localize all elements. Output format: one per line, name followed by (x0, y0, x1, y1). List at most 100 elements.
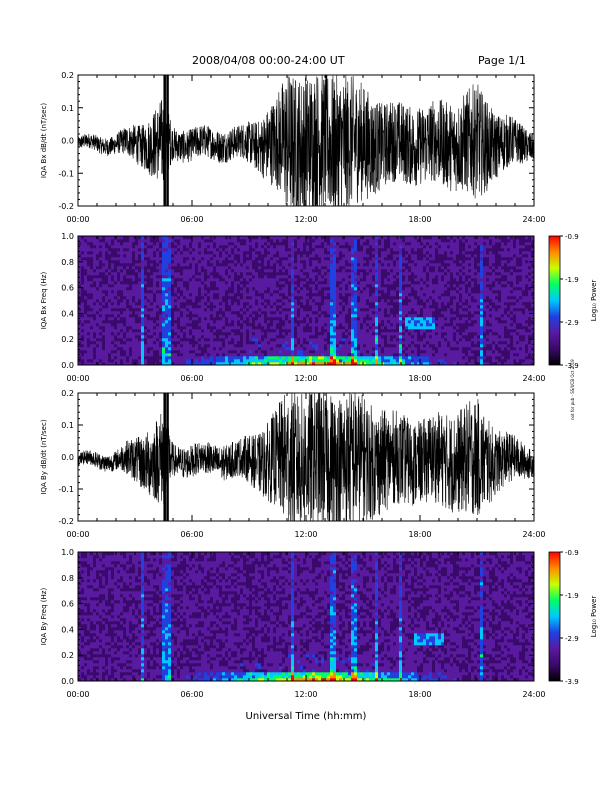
heatmap-cell (360, 257, 364, 261)
heatmap-cell (141, 257, 145, 261)
heatmap-cell (234, 296, 238, 300)
heatmap-cell (324, 317, 328, 321)
heatmap-cell (90, 242, 94, 246)
heatmap-cell (348, 314, 352, 318)
heatmap-cell (132, 290, 136, 294)
heatmap-cell (210, 275, 214, 279)
heatmap-cell (135, 320, 139, 324)
heatmap-cell (396, 353, 400, 357)
heatmap-cell (78, 359, 82, 363)
heatmap-cell (339, 290, 343, 294)
heatmap-cell (78, 326, 82, 330)
heatmap-cell (171, 248, 175, 252)
heatmap-cell (315, 353, 319, 357)
heatmap-cell (375, 296, 379, 300)
heatmap-cell (330, 326, 334, 330)
heatmap-cell (417, 356, 421, 360)
heatmap-cell (282, 320, 286, 324)
heatmap-cell (84, 347, 88, 351)
heatmap-cell (171, 314, 175, 318)
heatmap-cell (273, 260, 277, 264)
heatmap-cell (198, 329, 202, 333)
heatmap-cell (180, 284, 184, 288)
heatmap-cell (147, 266, 151, 270)
heatmap-cell (339, 326, 343, 330)
heatmap-cell (153, 290, 157, 294)
heatmap-cell (339, 245, 343, 249)
heatmap-cell (99, 323, 103, 327)
heatmap-cell (93, 266, 97, 270)
heatmap-cell (117, 356, 121, 360)
heatmap-cell (99, 332, 103, 336)
heatmap-cell (117, 251, 121, 255)
heatmap-cell (309, 236, 313, 240)
heatmap-cell (291, 356, 295, 360)
heatmap-cell (330, 236, 334, 240)
heatmap-cell (261, 275, 265, 279)
heatmap-cell (288, 311, 292, 315)
heatmap-cell (408, 251, 412, 255)
heatmap-cell (111, 317, 115, 321)
heatmap-cell (399, 320, 403, 324)
heatmap-cell (183, 311, 187, 315)
heatmap-cell (129, 326, 133, 330)
heatmap-cell (198, 290, 202, 294)
heatmap-cell (306, 242, 310, 246)
heatmap-cell (213, 287, 217, 291)
heatmap-cell (375, 284, 379, 288)
heatmap-cell (321, 302, 325, 306)
heatmap-cell (129, 335, 133, 339)
heatmap-cell (252, 278, 256, 282)
heatmap-cell (357, 299, 361, 303)
heatmap-cell (183, 272, 187, 276)
heatmap-cell (300, 290, 304, 294)
heatmap-cell (351, 245, 355, 249)
heatmap-cell (333, 332, 337, 336)
heatmap-cell (237, 278, 241, 282)
heatmap-cell (267, 269, 271, 273)
heatmap-cell (93, 323, 97, 327)
heatmap-cell (270, 269, 274, 273)
heatmap-cell (390, 275, 394, 279)
heatmap-cell (231, 302, 235, 306)
heatmap-cell (93, 293, 97, 297)
heatmap-cell (174, 266, 178, 270)
heatmap-cell (375, 329, 379, 333)
heatmap-cell (405, 341, 409, 345)
heatmap-cell (402, 335, 406, 339)
heatmap-cell (333, 278, 337, 282)
heatmap-cell (123, 332, 127, 336)
heatmap-cell (105, 338, 109, 342)
heatmap-cell (363, 296, 367, 300)
heatmap-cell (222, 269, 226, 273)
heatmap-cell (129, 338, 133, 342)
heatmap-cell (366, 308, 370, 312)
heatmap-cell (285, 263, 289, 267)
heatmap-cell (138, 308, 142, 312)
heatmap-cell (201, 359, 205, 363)
heatmap-cell (198, 308, 202, 312)
heatmap-cell (351, 311, 355, 315)
heatmap-cell (270, 332, 274, 336)
heatmap-cell (114, 242, 118, 246)
heatmap-cell (408, 236, 412, 240)
heatmap-cell (192, 323, 196, 327)
heatmap-cell (147, 275, 151, 279)
heatmap-cell (84, 296, 88, 300)
heatmap-cell (294, 242, 298, 246)
heatmap-cell (315, 335, 319, 339)
heatmap-cell (105, 266, 109, 270)
heatmap-cell (351, 290, 355, 294)
heatmap-cell (405, 323, 409, 327)
heatmap-cell (264, 323, 268, 327)
heatmap-cell (354, 362, 358, 366)
heatmap-cell (357, 296, 361, 300)
heatmap-cell (210, 323, 214, 327)
heatmap-cell (174, 239, 178, 243)
heatmap-cell (321, 293, 325, 297)
heatmap-cell (177, 305, 181, 309)
heatmap-cell (363, 275, 367, 279)
heatmap-cell (210, 347, 214, 351)
heatmap-cell (261, 269, 265, 273)
heatmap-cell (225, 254, 229, 258)
